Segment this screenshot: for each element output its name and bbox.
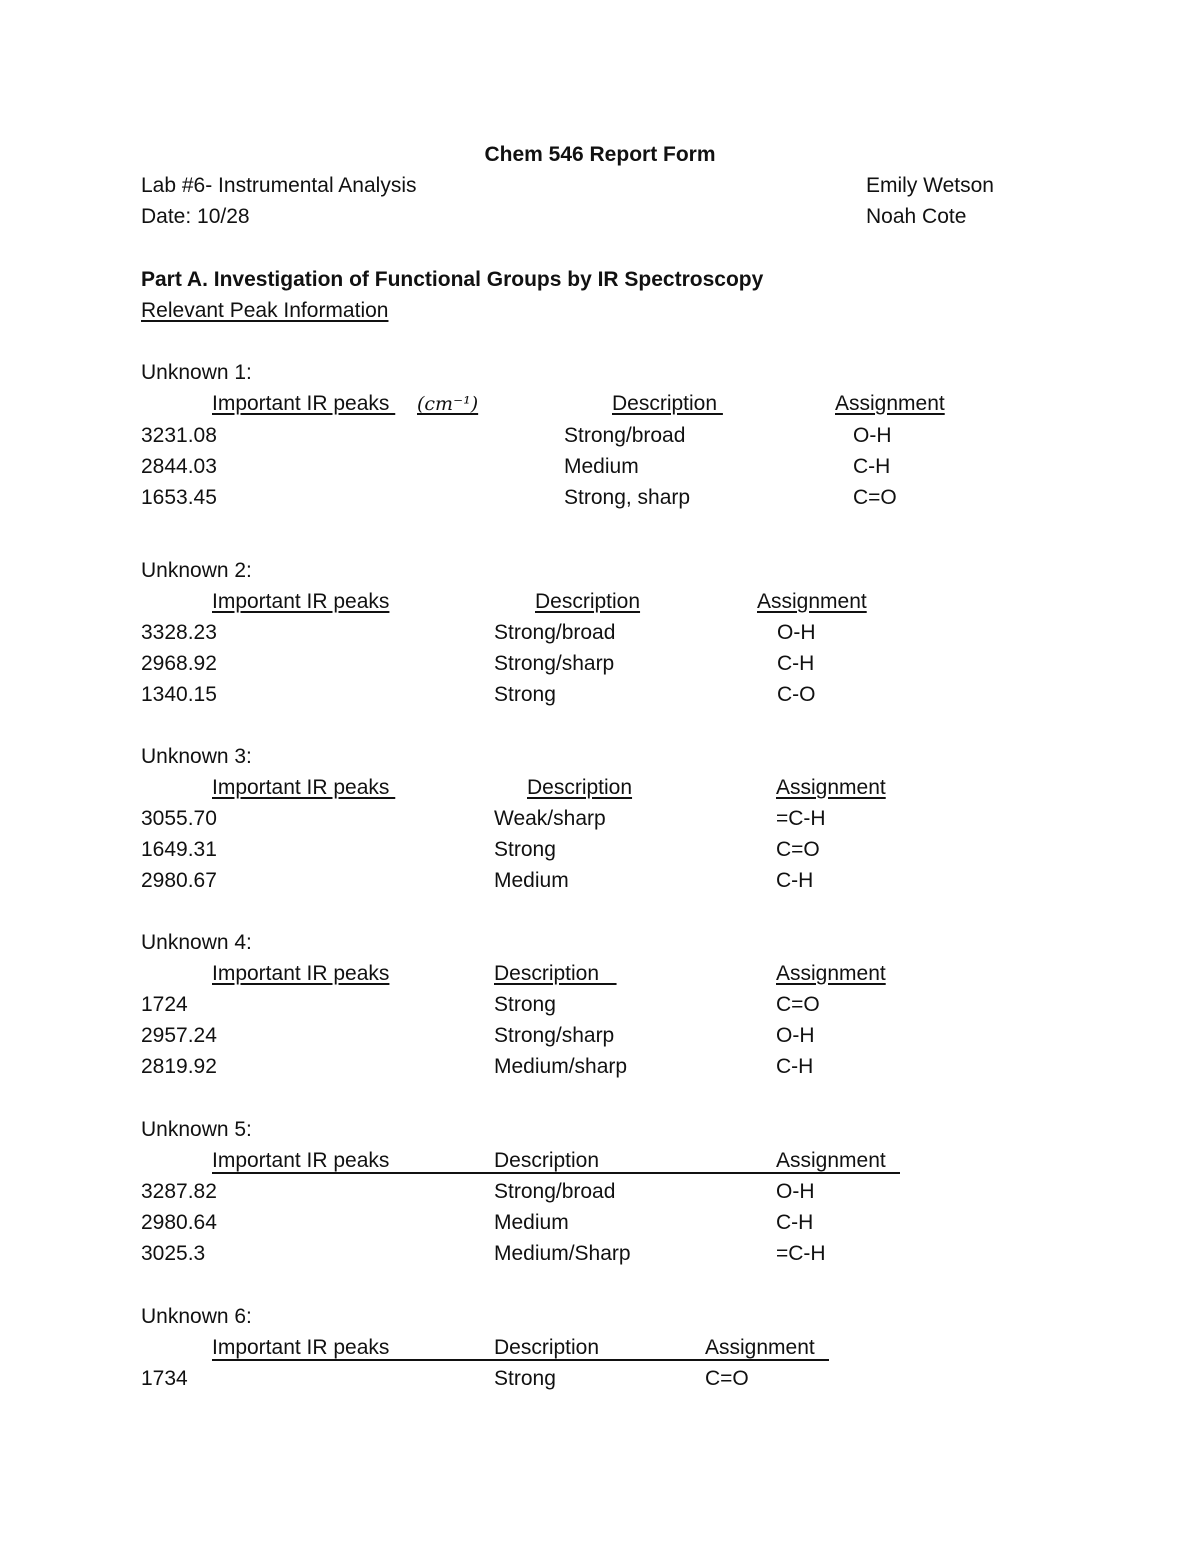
peak-assignment: O-H: [776, 1024, 815, 1047]
peak-description: Medium: [494, 1211, 569, 1234]
peak-assignment: O-H: [776, 1180, 815, 1203]
section-subtitle: Relevant Peak Information: [141, 299, 389, 322]
peak-description: Strong/broad: [494, 1180, 616, 1203]
peak-assignment: C-O: [777, 683, 816, 706]
unknown-label: Unknown 6:: [141, 1305, 252, 1328]
lab-date: Date: 10/28: [141, 205, 250, 228]
peak-value: 3287.82: [141, 1180, 217, 1203]
peak-value: 2980.64: [141, 1211, 217, 1234]
peak-value: 1734: [141, 1367, 188, 1390]
peak-value: 1649.31: [141, 838, 217, 861]
peak-description: Strong/broad: [494, 621, 616, 644]
peak-value: 1724: [141, 993, 188, 1016]
description-header: Description: [527, 776, 633, 799]
peaks-header: Important IR peaks: [212, 392, 396, 415]
peak-value: 2819.92: [141, 1055, 217, 1078]
peak-assignment: C=O: [705, 1367, 749, 1390]
peak-value: 2957.24: [141, 1024, 217, 1047]
header-underline: [212, 1172, 900, 1174]
peak-description: Strong/sharp: [494, 652, 615, 675]
peak-description: Strong: [494, 683, 556, 706]
peak-assignment: O-H: [853, 424, 892, 447]
peaks-header: Important IR peaks: [212, 776, 396, 799]
peak-assignment: C-H: [776, 1055, 814, 1078]
peak-assignment: C=O: [776, 993, 820, 1016]
description-header: Description: [612, 392, 723, 415]
peak-assignment: C-H: [853, 455, 891, 478]
page-title: Chem 546 Report Form: [484, 143, 716, 166]
peaks-header: Important IR peaks: [212, 590, 390, 613]
unit-label: (cm⁻¹): [417, 393, 479, 415]
lab-title: Lab #6- Instrumental Analysis: [141, 174, 417, 197]
peaks-header: Important IR peaks: [212, 1149, 390, 1172]
author-name: Emily Wetson: [866, 174, 994, 197]
assignment-header: Assignment: [705, 1336, 815, 1359]
peak-description: Strong/broad: [564, 424, 686, 447]
peak-description: Strong: [494, 838, 556, 861]
peak-description: Medium: [564, 455, 639, 478]
peak-description: Medium: [494, 869, 569, 892]
peak-value: 2968.92: [141, 652, 217, 675]
peak-assignment: C-H: [776, 1211, 814, 1234]
peak-assignment: C=O: [776, 838, 820, 861]
assignment-header: Assignment: [757, 590, 867, 613]
peak-description: Weak/sharp: [494, 807, 606, 830]
peak-value: 1653.45: [141, 486, 217, 509]
assignment-header: Assignment: [776, 962, 886, 985]
unknown-label: Unknown 1:: [141, 361, 252, 384]
peak-value: 2844.03: [141, 455, 217, 478]
section-title: Part A. Investigation of Functional Grou…: [141, 268, 764, 291]
peak-description: Strong/sharp: [494, 1024, 615, 1047]
description-header: Description: [535, 590, 641, 613]
description-header: Description: [494, 1336, 600, 1359]
description-header: Description: [494, 962, 617, 985]
peak-assignment: C-H: [776, 869, 814, 892]
peak-value: 1340.15: [141, 683, 217, 706]
assignment-header: Assignment: [776, 1149, 886, 1172]
peak-value: 3231.08: [141, 424, 217, 447]
peak-assignment: O-H: [777, 621, 816, 644]
peak-value: 3328.23: [141, 621, 217, 644]
peak-assignment: =C-H: [776, 1242, 826, 1265]
peak-description: Medium/Sharp: [494, 1242, 631, 1265]
peak-description: Strong: [494, 993, 556, 1016]
description-header: Description: [494, 1149, 600, 1172]
peak-assignment: =C-H: [776, 807, 826, 830]
author-name: Noah Cote: [866, 205, 967, 228]
unknown-label: Unknown 2:: [141, 559, 252, 582]
peak-assignment: C=O: [853, 486, 897, 509]
peaks-header: Important IR peaks: [212, 962, 390, 985]
peak-assignment: C-H: [777, 652, 815, 675]
unknown-label: Unknown 4:: [141, 931, 252, 954]
peak-description: Medium/sharp: [494, 1055, 628, 1078]
peak-value: 2980.67: [141, 869, 217, 892]
unknown-label: Unknown 3:: [141, 745, 252, 768]
peak-value: 3055.70: [141, 807, 217, 830]
header-underline: [212, 1359, 829, 1361]
peaks-header: Important IR peaks: [212, 1336, 390, 1359]
peak-description: Strong, sharp: [564, 486, 691, 509]
unknown-label: Unknown 5:: [141, 1118, 252, 1141]
assignment-header: Assignment: [835, 392, 945, 415]
unit-label: (cm⁻¹): [417, 392, 478, 416]
peak-description: Strong: [494, 1367, 556, 1390]
assignment-header: Assignment: [776, 776, 886, 799]
peak-value: 3025.3: [141, 1242, 206, 1265]
